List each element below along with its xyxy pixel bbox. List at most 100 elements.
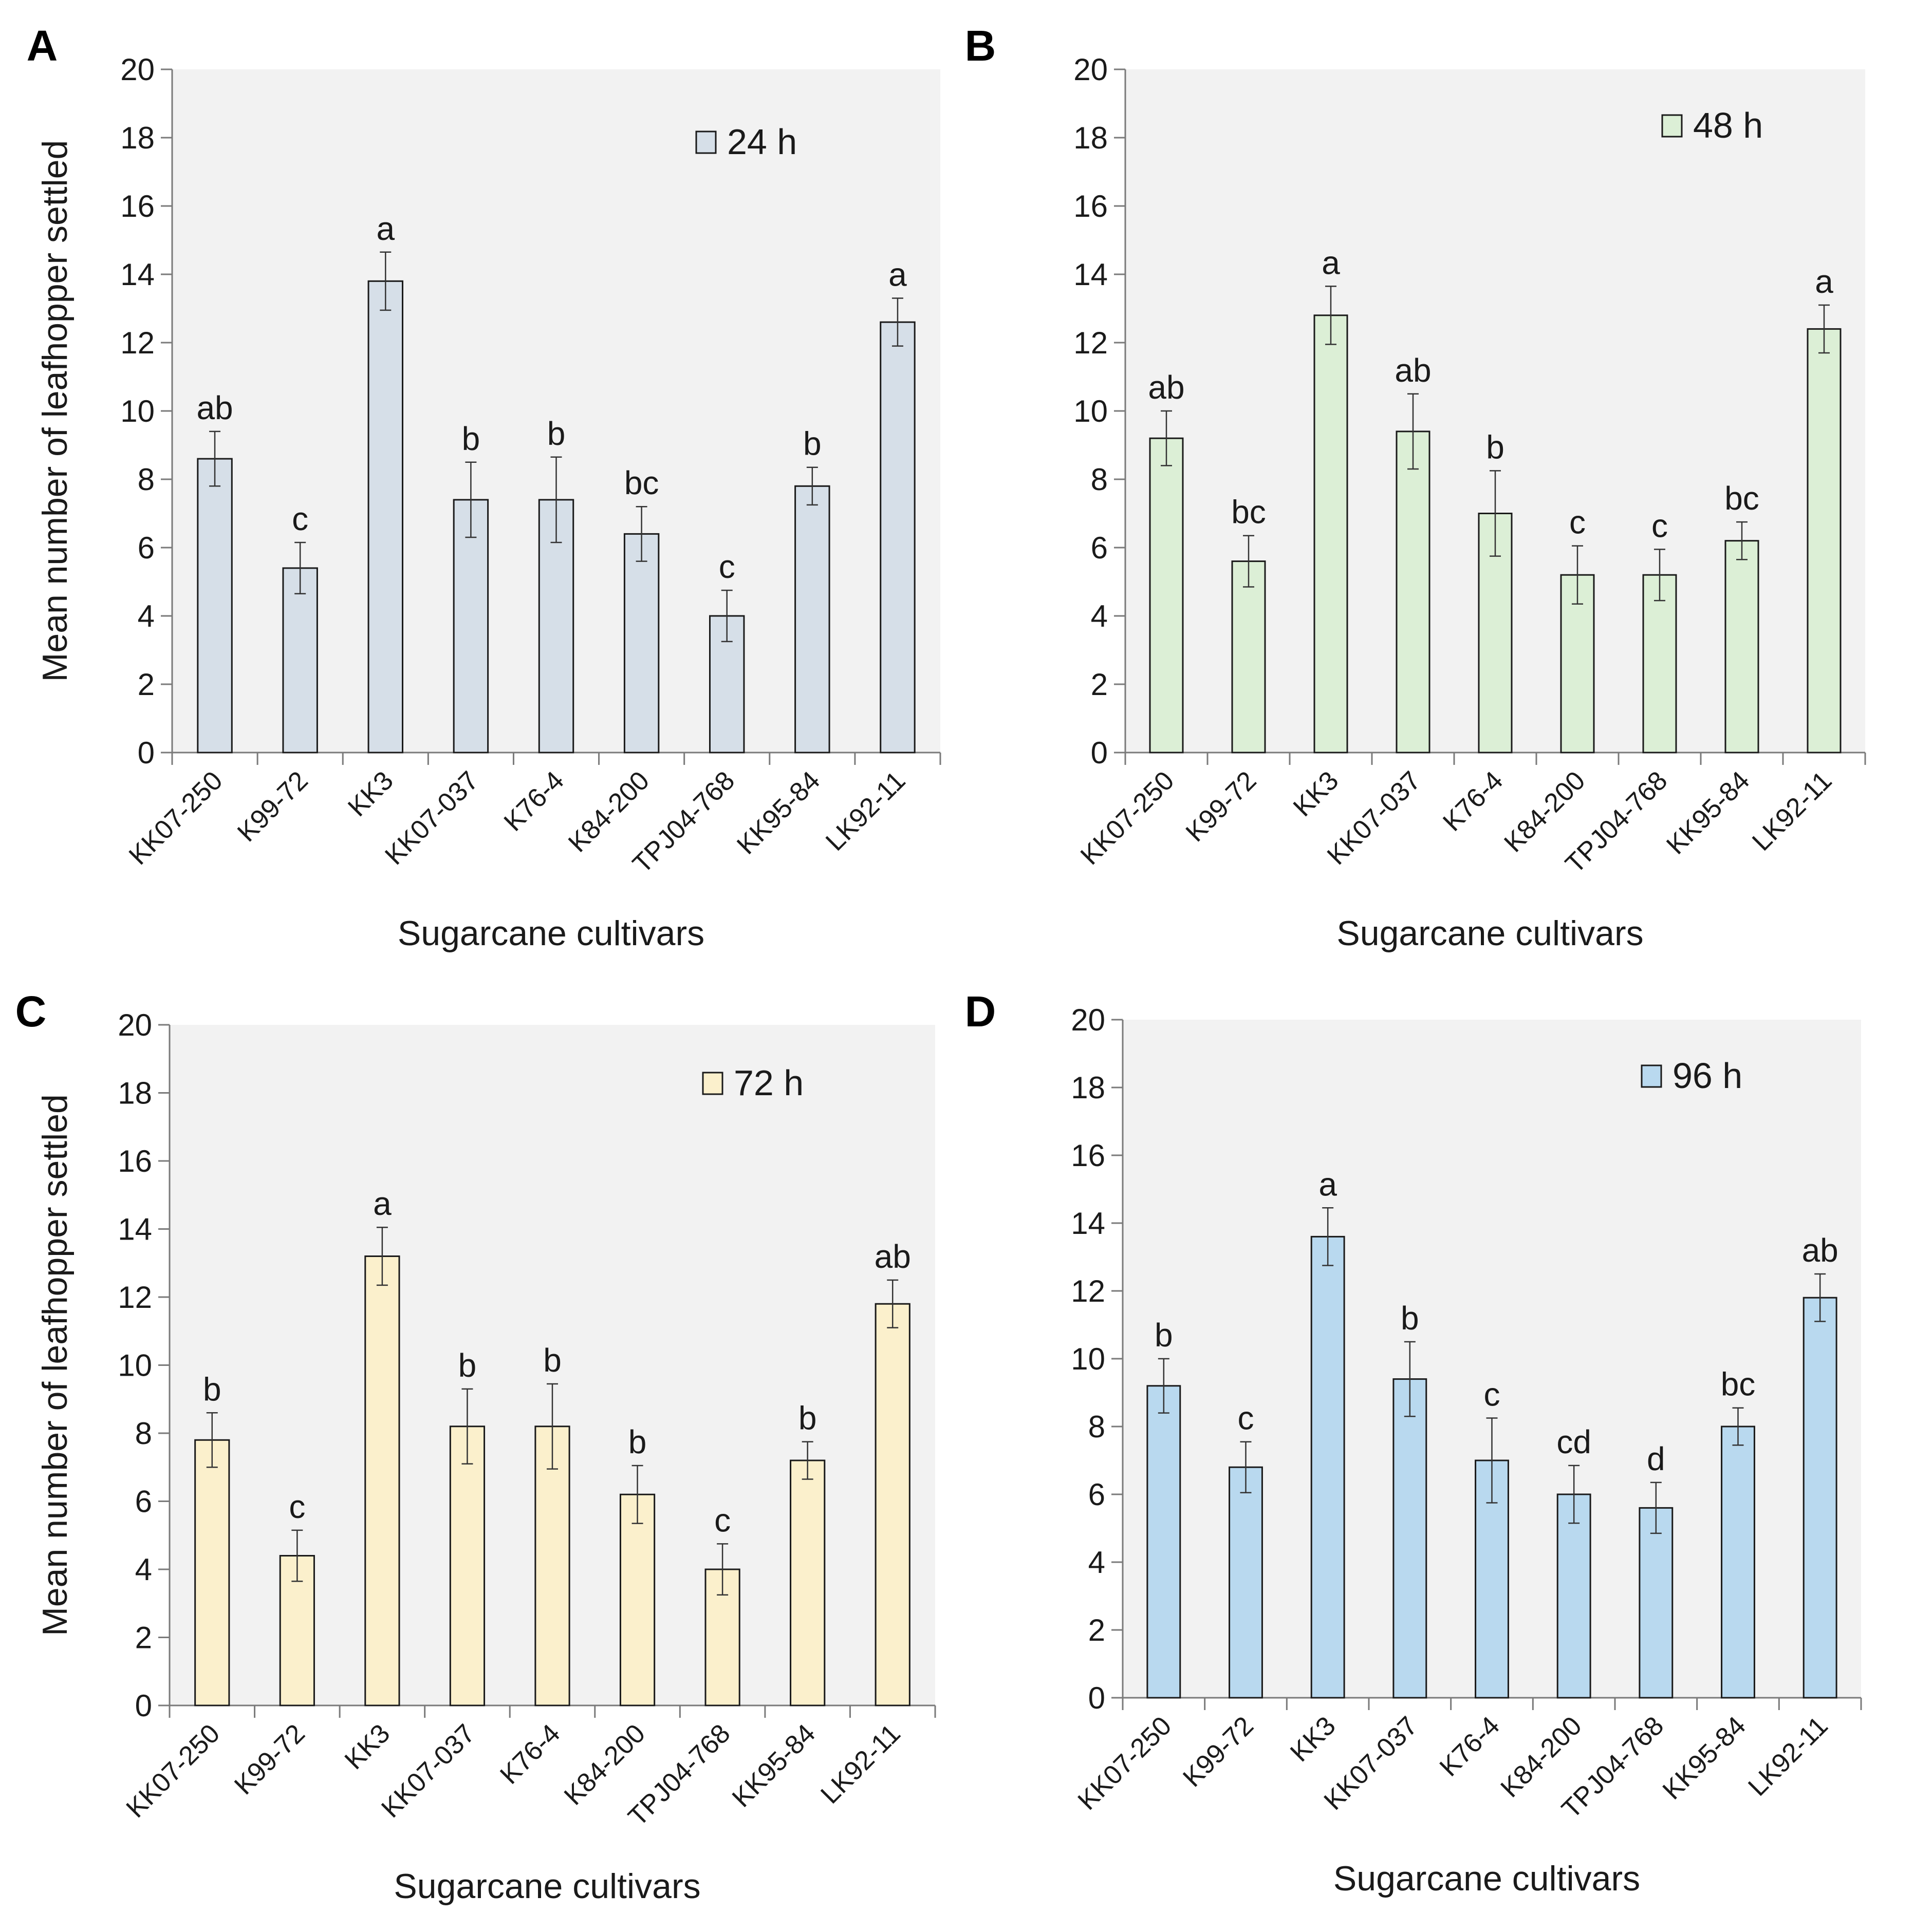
significance-label: c — [1569, 504, 1586, 541]
bar — [1149, 437, 1184, 754]
bar — [875, 1303, 910, 1706]
significance-label: b — [462, 420, 480, 457]
significance-label: bc — [1724, 480, 1759, 517]
significance-label: b — [543, 1342, 562, 1379]
significance-label: b — [803, 425, 822, 462]
y-tick-label: 6 — [135, 1485, 152, 1519]
panel-letter: C — [15, 987, 47, 1036]
y-tick-label: 16 — [1071, 1138, 1105, 1173]
x-tick-label: K99-72 — [1177, 1711, 1259, 1793]
bar — [1556, 1493, 1591, 1699]
y-tick-label: 12 — [1073, 326, 1108, 360]
y-tick-label: 4 — [1088, 1545, 1105, 1580]
legend-label: 72 h — [734, 1063, 804, 1103]
legend-swatch — [1661, 114, 1683, 138]
y-tick-label: 8 — [1091, 462, 1108, 497]
y-tick-label: 18 — [120, 121, 155, 155]
bar — [1392, 1378, 1427, 1699]
significance-label: b — [547, 415, 566, 452]
y-tick-label: 14 — [118, 1212, 152, 1247]
significance-label: ab — [196, 389, 233, 426]
significance-label: b — [628, 1423, 647, 1460]
significance-label: b — [798, 1400, 817, 1437]
y-tick-label: 16 — [118, 1144, 152, 1178]
x-tick-label: KK07-250 — [1072, 1711, 1178, 1816]
y-tick-label: 10 — [120, 394, 155, 428]
x-tick-label: LK92-11 — [1746, 765, 1837, 856]
x-tick-label: KK07-037 — [379, 765, 485, 871]
x-tick-label: KK3 — [342, 765, 399, 822]
y-tick-label: 14 — [1073, 257, 1108, 292]
bar — [1396, 430, 1430, 754]
significance-label: ab — [1802, 1232, 1838, 1269]
y-tick-label: 12 — [1071, 1274, 1105, 1308]
y-tick-label: 18 — [118, 1076, 152, 1111]
y-tick-label: 8 — [138, 462, 155, 497]
y-tick-label: 2 — [1088, 1613, 1105, 1647]
x-tick-label: K76-4 — [494, 1718, 566, 1790]
y-tick-label: 10 — [1073, 394, 1108, 428]
y-tick-label: 14 — [120, 257, 155, 292]
bar — [623, 533, 660, 754]
legend-swatch — [1641, 1064, 1662, 1088]
bar — [534, 1425, 570, 1706]
bar — [1724, 540, 1759, 754]
significance-label: b — [203, 1371, 221, 1408]
y-tick-label: 4 — [135, 1552, 152, 1587]
significance-label: c — [1651, 507, 1668, 544]
y-tick-label: 0 — [1088, 1681, 1105, 1715]
panel-letter: A — [27, 22, 58, 70]
significance-label: a — [376, 210, 395, 247]
y-tick-label: 14 — [1071, 1206, 1105, 1241]
panel-letter: B — [965, 22, 996, 70]
bar — [282, 567, 318, 754]
x-tick-label: KK95-84 — [1661, 765, 1755, 860]
significance-label: a — [1322, 244, 1340, 281]
significance-label: c — [289, 1488, 305, 1525]
y-tick-label: 6 — [1091, 531, 1108, 565]
bar — [619, 1493, 656, 1706]
y-tick-label: 10 — [118, 1348, 152, 1383]
bar — [197, 458, 233, 754]
x-tick-label: K99-72 — [232, 765, 314, 848]
y-tick-label: 6 — [1088, 1477, 1105, 1512]
y-tick-label: 8 — [135, 1416, 152, 1451]
bar — [1807, 328, 1842, 754]
bar — [1310, 1235, 1345, 1699]
significance-label: b — [1486, 428, 1504, 465]
significance-label: ab — [875, 1238, 911, 1275]
significance-label: c — [719, 548, 735, 585]
y-tick-label: 2 — [135, 1621, 152, 1655]
legend-label: 96 h — [1673, 1056, 1742, 1096]
y-tick-label: 20 — [118, 1008, 152, 1042]
panel-d: 0 2 4 6 8 10 12 14 16 18 20 b KK07-250 c K99-72 a KK3 b KK… — [965, 987, 1862, 1898]
y-tick-label: 20 — [120, 52, 155, 87]
x-tick-label: K99-72 — [229, 1718, 311, 1800]
x-tick-label: KK07-250 — [121, 1718, 226, 1824]
bar — [1721, 1425, 1755, 1699]
significance-label: ab — [1395, 352, 1431, 389]
significance-label: ab — [1148, 369, 1184, 406]
y-tick-label: 12 — [120, 326, 155, 360]
bar — [1146, 1385, 1181, 1699]
x-tick-label: LK92-11 — [1742, 1711, 1833, 1802]
bar — [1642, 574, 1677, 754]
bar — [1313, 314, 1348, 754]
significance-label: cd — [1556, 1423, 1591, 1460]
x-axis-title: Sugarcane cultivars — [394, 1867, 700, 1906]
panel-letter: D — [965, 987, 996, 1036]
y-tick-label: 20 — [1071, 1003, 1105, 1037]
y-tick-label: 4 — [138, 599, 155, 633]
x-tick-label: KK07-250 — [123, 765, 229, 871]
x-tick-label: LK92-11 — [820, 765, 911, 856]
y-tick-label: 0 — [138, 736, 155, 770]
bar — [1231, 560, 1266, 754]
x-tick-label: KK95-84 — [1657, 1711, 1752, 1805]
bar — [880, 321, 916, 754]
y-axis-title: Mean number of leafhopper settled — [35, 1094, 75, 1636]
y-tick-label: 0 — [1091, 736, 1108, 770]
significance-label: a — [373, 1185, 392, 1222]
x-tick-label: KK3 — [1288, 765, 1345, 822]
x-tick-label: KK3 — [1285, 1711, 1342, 1768]
y-tick-label: 20 — [1073, 52, 1108, 87]
